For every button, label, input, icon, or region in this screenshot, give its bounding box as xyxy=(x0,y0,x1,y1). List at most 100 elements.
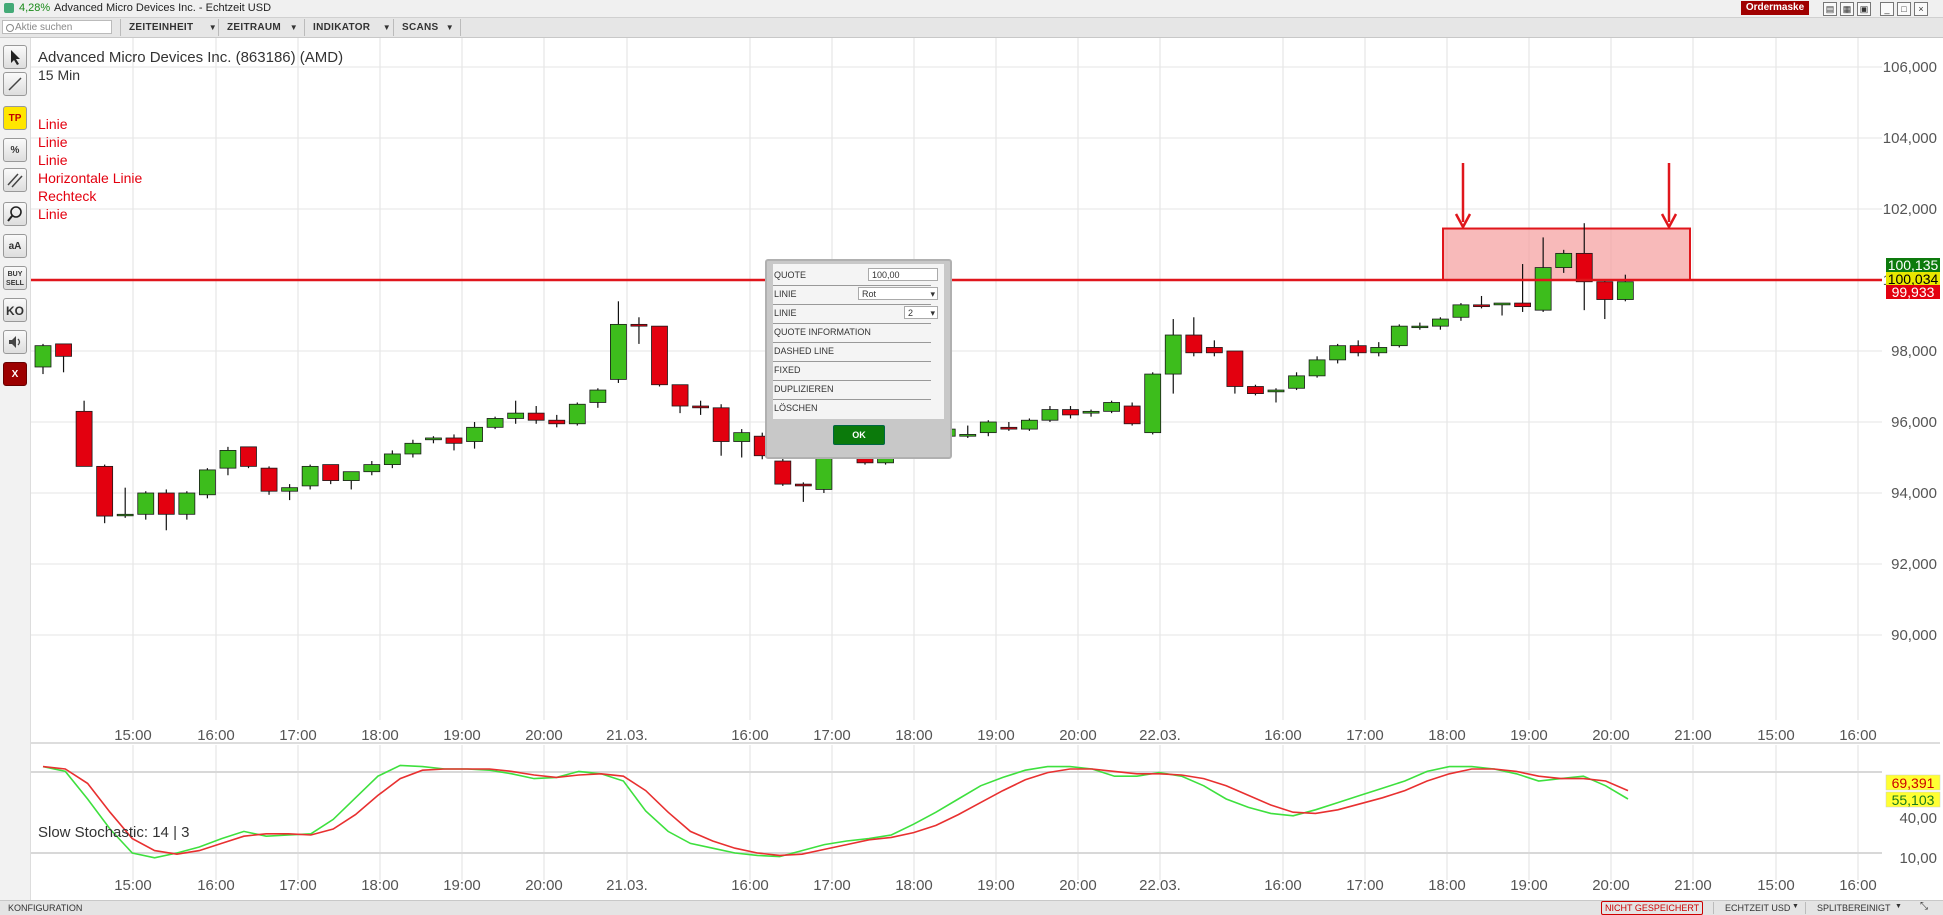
minimize-icon[interactable]: _ xyxy=(1880,2,1894,16)
price-badge xyxy=(1886,272,1940,286)
change-percent: 4,28% xyxy=(19,2,51,14)
x-tick-label: 21.03. xyxy=(606,727,648,744)
menu-zeitraum[interactable]: ZEITRAUM ▼ xyxy=(218,19,304,36)
drawing-annotations[interactable] xyxy=(30,163,1882,282)
duplicate-option: DUPLIZIEREN xyxy=(774,384,834,394)
stoch-x-tick-label: 21.03. xyxy=(606,877,648,894)
line-width-select[interactable]: 2 xyxy=(904,306,938,319)
y-tick-label: 94,000 xyxy=(1891,485,1937,502)
dialog-row-dashed-line[interactable]: DASHED LINE xyxy=(773,343,931,362)
candle-down xyxy=(774,460,792,485)
candle-up xyxy=(363,464,381,473)
drawing-list-item[interactable]: Horizontale Linie xyxy=(38,170,142,186)
stock-search-input[interactable]: Aktie suchen xyxy=(2,20,112,34)
candle-up xyxy=(589,389,607,403)
candle-down xyxy=(1349,345,1367,354)
menu-indikator[interactable]: INDIKATOR ▼ xyxy=(304,19,397,36)
dialog-row-fixed[interactable]: FIXED xyxy=(773,362,931,381)
drawing-list-item[interactable]: Rechteck xyxy=(38,188,97,204)
ko-tool[interactable]: KO xyxy=(3,298,27,322)
drawing-list-item[interactable]: Linie xyxy=(38,152,68,168)
candle-up xyxy=(1021,419,1038,430)
window-layout-icon[interactable]: ▦ xyxy=(1840,2,1854,16)
price-badge xyxy=(1886,285,1940,299)
line-color-select[interactable]: Rot xyxy=(858,287,938,300)
stoch-label: Slow Stochastic: 14 | 3 xyxy=(38,824,189,841)
line-settings-dialog: QUOTE 100,00 LINIE Rot LINIE 2 QUOTE INF… xyxy=(765,259,952,459)
candle-up xyxy=(1452,304,1470,318)
dialog-row-quote-information[interactable]: QUOTE INFORMATION xyxy=(773,324,931,343)
stoch-badge-label: 55,103 xyxy=(1892,792,1935,808)
realtime-selector[interactable]: ECHTZEIT USD xyxy=(1725,903,1791,913)
drawings-list[interactable]: Linie Linie Linie Horizontale Linie Rechteck… xyxy=(38,116,142,222)
channel-icon[interactable] xyxy=(3,168,27,192)
text-tool[interactable]: aA xyxy=(3,234,27,258)
line-tool-icon[interactable] xyxy=(3,72,27,96)
menu-zeiteinheit[interactable]: ZEITEINHEIT ▼ xyxy=(120,19,223,36)
search-placeholder: Aktie suchen xyxy=(15,22,73,33)
x-tick-label: 21:00 xyxy=(1674,727,1712,744)
candle-up xyxy=(1555,252,1573,268)
not-saved-badge[interactable]: NICHT GESPEICHERT xyxy=(1601,901,1704,915)
stoch-d-line xyxy=(42,765,1629,857)
candle-up xyxy=(425,437,442,441)
candle-down xyxy=(692,405,709,409)
x-tick-label: 16:00 xyxy=(1264,727,1302,744)
stoch-y-tick-label: 10,00 xyxy=(1899,850,1937,867)
configuration-button[interactable]: KONFIGURATION xyxy=(8,903,83,913)
drawing-list-item[interactable]: Linie xyxy=(38,206,68,222)
dialog-row-quote: QUOTE 100,00 xyxy=(773,267,938,286)
ordermaske-button[interactable]: Ordermaske xyxy=(1741,1,1809,15)
candle-up xyxy=(1616,281,1634,300)
x-tick-label: 18:00 xyxy=(1428,727,1466,744)
candle-up xyxy=(733,432,751,442)
candle-up xyxy=(959,434,977,437)
target-price-tool[interactable]: TP xyxy=(3,106,27,130)
x-tick-label: 15:00 xyxy=(114,727,152,744)
candlestick-series xyxy=(34,223,1634,531)
dialog-row-delete[interactable]: LÖSCHEN xyxy=(773,400,931,418)
candle-up xyxy=(301,465,319,487)
drawing-list-item[interactable]: Linie xyxy=(38,134,68,150)
zoom-glyph xyxy=(7,206,22,222)
status-divider xyxy=(1713,902,1714,914)
window-list-icon[interactable]: ▤ xyxy=(1823,2,1837,16)
candle-down xyxy=(630,323,648,327)
dialog-row-duplicate[interactable]: DUPLIZIEREN xyxy=(773,381,931,400)
candle-up xyxy=(1534,267,1552,311)
chevron-down-icon[interactable]: ▼ xyxy=(1792,903,1799,910)
split-adjust-selector[interactable]: SPLITBEREINIGT xyxy=(1817,903,1891,913)
close-icon[interactable]: × xyxy=(1914,2,1928,16)
arrow-cursor-icon[interactable] xyxy=(3,45,27,69)
status-divider xyxy=(1805,902,1806,914)
ok-button[interactable]: OK xyxy=(833,425,885,445)
sound-icon[interactable] xyxy=(3,330,27,354)
x-tick-label: 20:00 xyxy=(1592,727,1630,744)
menu-scans[interactable]: SCANS ▼ xyxy=(393,19,461,36)
candle-up xyxy=(1164,334,1182,375)
chart-interval: 15 Min xyxy=(38,67,80,83)
stoch-x-tick-label: 19:00 xyxy=(443,877,481,894)
stoch-x-tick-label: 20:00 xyxy=(525,877,563,894)
candle-down xyxy=(445,437,463,444)
resize-grip-icon[interactable]: ⤡ xyxy=(1920,901,1928,912)
maximize-icon[interactable]: □ xyxy=(1897,2,1911,16)
candle-up xyxy=(1288,375,1305,389)
quote-input[interactable]: 100,00 xyxy=(868,268,938,281)
candle-down xyxy=(240,446,257,467)
stoch-x-tick-label: 16:00 xyxy=(731,877,769,894)
buy-sell-tool[interactable]: BUY SELL xyxy=(3,266,27,290)
stoch-x-tick-label: 16:00 xyxy=(1839,877,1877,894)
candle-up xyxy=(383,453,401,466)
candle-down xyxy=(96,465,114,517)
menu-label: ZEITEINHEIT xyxy=(129,22,194,33)
stoch-x-tick-label: 17:00 xyxy=(279,877,317,894)
delete-all-tool[interactable]: X xyxy=(3,362,27,386)
stoch-x-tick-label: 20:00 xyxy=(1592,877,1630,894)
percent-icon[interactable]: % xyxy=(3,138,27,162)
chevron-down-icon[interactable]: ▼ xyxy=(1895,903,1902,910)
zoom-icon[interactable] xyxy=(3,202,27,226)
drawing-list-item[interactable]: Linie xyxy=(38,116,68,132)
window-print-icon[interactable]: ▣ xyxy=(1857,2,1871,16)
